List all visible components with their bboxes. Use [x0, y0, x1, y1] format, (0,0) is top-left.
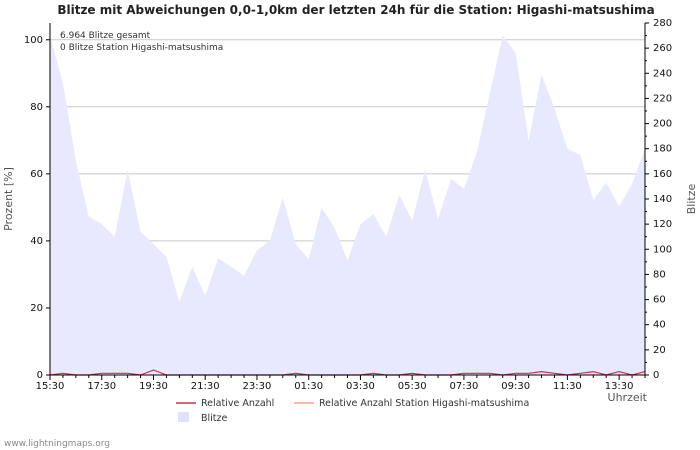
annotation-station: 0 Blitze Station Higashi-matsushima	[60, 43, 223, 53]
tick-label-right: 40	[653, 320, 666, 331]
tick-label-right: 200	[653, 119, 672, 130]
blitze-area-layer	[50, 35, 645, 375]
tick-label-x: 17:30	[87, 381, 116, 392]
tick-label-x: 05:30	[398, 381, 427, 392]
tick-label-right: 100	[653, 244, 672, 255]
tick-label-left: 20	[30, 303, 43, 314]
tick-label-x: 11:30	[553, 381, 582, 392]
tick-label-left: 40	[30, 236, 43, 247]
tick-label-right: 260	[653, 43, 672, 54]
tick-label-x: 15:30	[36, 381, 65, 392]
blitze-area	[50, 35, 645, 375]
legend-label-station: Relative Anzahl Station Higashi-matsushi…	[319, 398, 529, 409]
tick-label-x: 01:30	[294, 381, 323, 392]
tick-label-right: 280	[653, 18, 672, 29]
tick-label-x: 03:30	[346, 381, 375, 392]
tick-label-right: 0	[653, 370, 659, 381]
tick-label-left: 80	[30, 102, 43, 113]
y-axis-right-label: Blitze	[685, 184, 698, 215]
y-axis-left-label: Prozent [%]	[2, 167, 15, 231]
tick-label-right: 220	[653, 93, 672, 104]
tick-label-right: 120	[653, 219, 672, 230]
tick-label-right: 20	[653, 345, 666, 356]
legend-label-blitze: Blitze	[201, 413, 228, 424]
tick-label-x: 09:30	[501, 381, 530, 392]
tick-label-x: 19:30	[139, 381, 168, 392]
annotation-total: 6.964 Blitze gesamt	[60, 31, 151, 41]
legend-label-relative: Relative Anzahl	[201, 398, 274, 409]
x-axis-label: Uhrzeit	[608, 391, 648, 404]
legend: Relative Anzahl Relative Anzahl Station …	[176, 398, 529, 424]
tick-label-right: 180	[653, 144, 672, 155]
tick-label-x: 13:30	[605, 381, 634, 392]
footer-credit: www.lightningmaps.org	[4, 439, 110, 449]
legend-swatch-blitze	[178, 412, 189, 422]
tick-label-right: 60	[653, 295, 666, 306]
tick-label-left: 0	[37, 370, 43, 381]
tick-label-right: 140	[653, 194, 672, 205]
tick-label-x: 07:30	[449, 381, 478, 392]
tick-label-right: 80	[653, 269, 666, 280]
chart-title: Blitze mit Abweichungen 0,0-1,0km der le…	[57, 3, 654, 17]
tick-label-right: 240	[653, 68, 672, 79]
tick-label-left: 100	[24, 35, 43, 46]
tick-label-x: 23:30	[243, 381, 272, 392]
tick-label-x: 21:30	[191, 381, 220, 392]
tick-label-right: 160	[653, 169, 672, 180]
tick-label-left: 60	[30, 169, 43, 180]
axes: 0 20 40 60 80 100 0 20 40 60 80 100 120 140 160 180 200 2…	[24, 18, 672, 392]
